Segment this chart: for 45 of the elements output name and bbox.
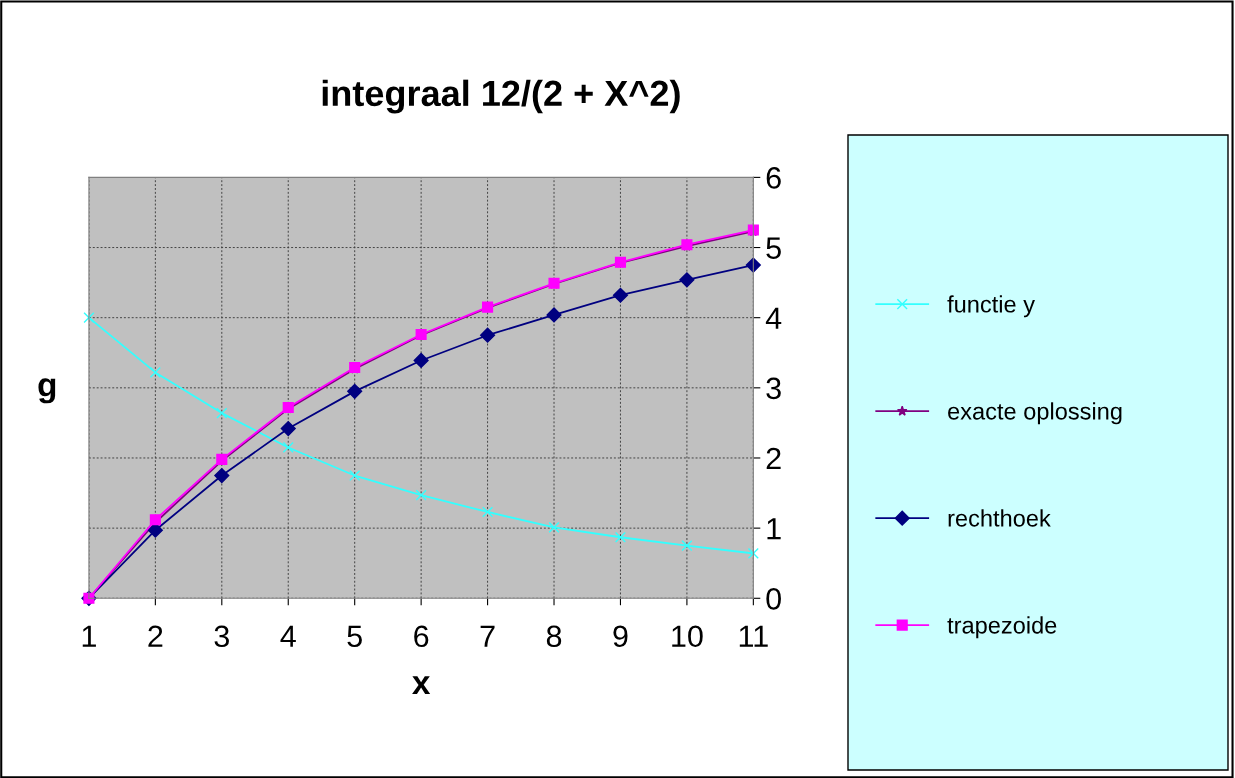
point [482, 506, 494, 518]
point [614, 531, 627, 543]
x-axis-title: x [412, 676, 431, 694]
x-tick-label: 11 [739, 625, 768, 647]
point [349, 469, 361, 482]
y-tick-label: 0 [766, 588, 781, 610]
point [681, 540, 693, 552]
x-tick-label: 1 [82, 625, 96, 647]
point [216, 407, 228, 419]
legend-label: trapezoide [947, 616, 1057, 639]
point [612, 287, 629, 303]
y-tick-label: 5 [766, 237, 781, 259]
point [679, 272, 695, 288]
x-tick-label: 4 [280, 625, 296, 647]
y-tick-label: 3 [766, 377, 781, 400]
point [747, 547, 759, 559]
x-tick-label: 2 [148, 625, 163, 647]
legend-label: exacte oplossing [948, 402, 1122, 425]
legend-label: rechthoek [948, 509, 1051, 527]
y-axis-title: g [38, 378, 56, 404]
x-tick-label: 9 [613, 625, 628, 648]
legend-label: functie y [947, 295, 1035, 318]
x-tick-label: 5 [347, 625, 362, 648]
x-tick-label: 8 [546, 625, 562, 648]
x-tick-label: 7 [480, 625, 495, 647]
chart-title: integraal 12/(2 + X^2) [322, 79, 680, 114]
point [347, 383, 363, 399]
point [83, 312, 95, 324]
point [745, 257, 761, 273]
y-tick-label: 1 [767, 518, 781, 540]
point [546, 307, 562, 323]
point [413, 352, 429, 369]
point [280, 420, 296, 437]
point [548, 521, 560, 533]
point [214, 467, 230, 484]
point [282, 441, 294, 454]
y-tick-label: 4 [765, 307, 782, 329]
point [149, 366, 161, 378]
x-tick-label: 10 [672, 625, 703, 648]
y-tick-label: 2 [766, 447, 781, 470]
x-tick-label: 6 [414, 625, 429, 648]
point [480, 327, 496, 343]
x-tick-label: 3 [214, 625, 229, 648]
point [415, 489, 427, 501]
y-tick-label: 6 [766, 167, 781, 189]
